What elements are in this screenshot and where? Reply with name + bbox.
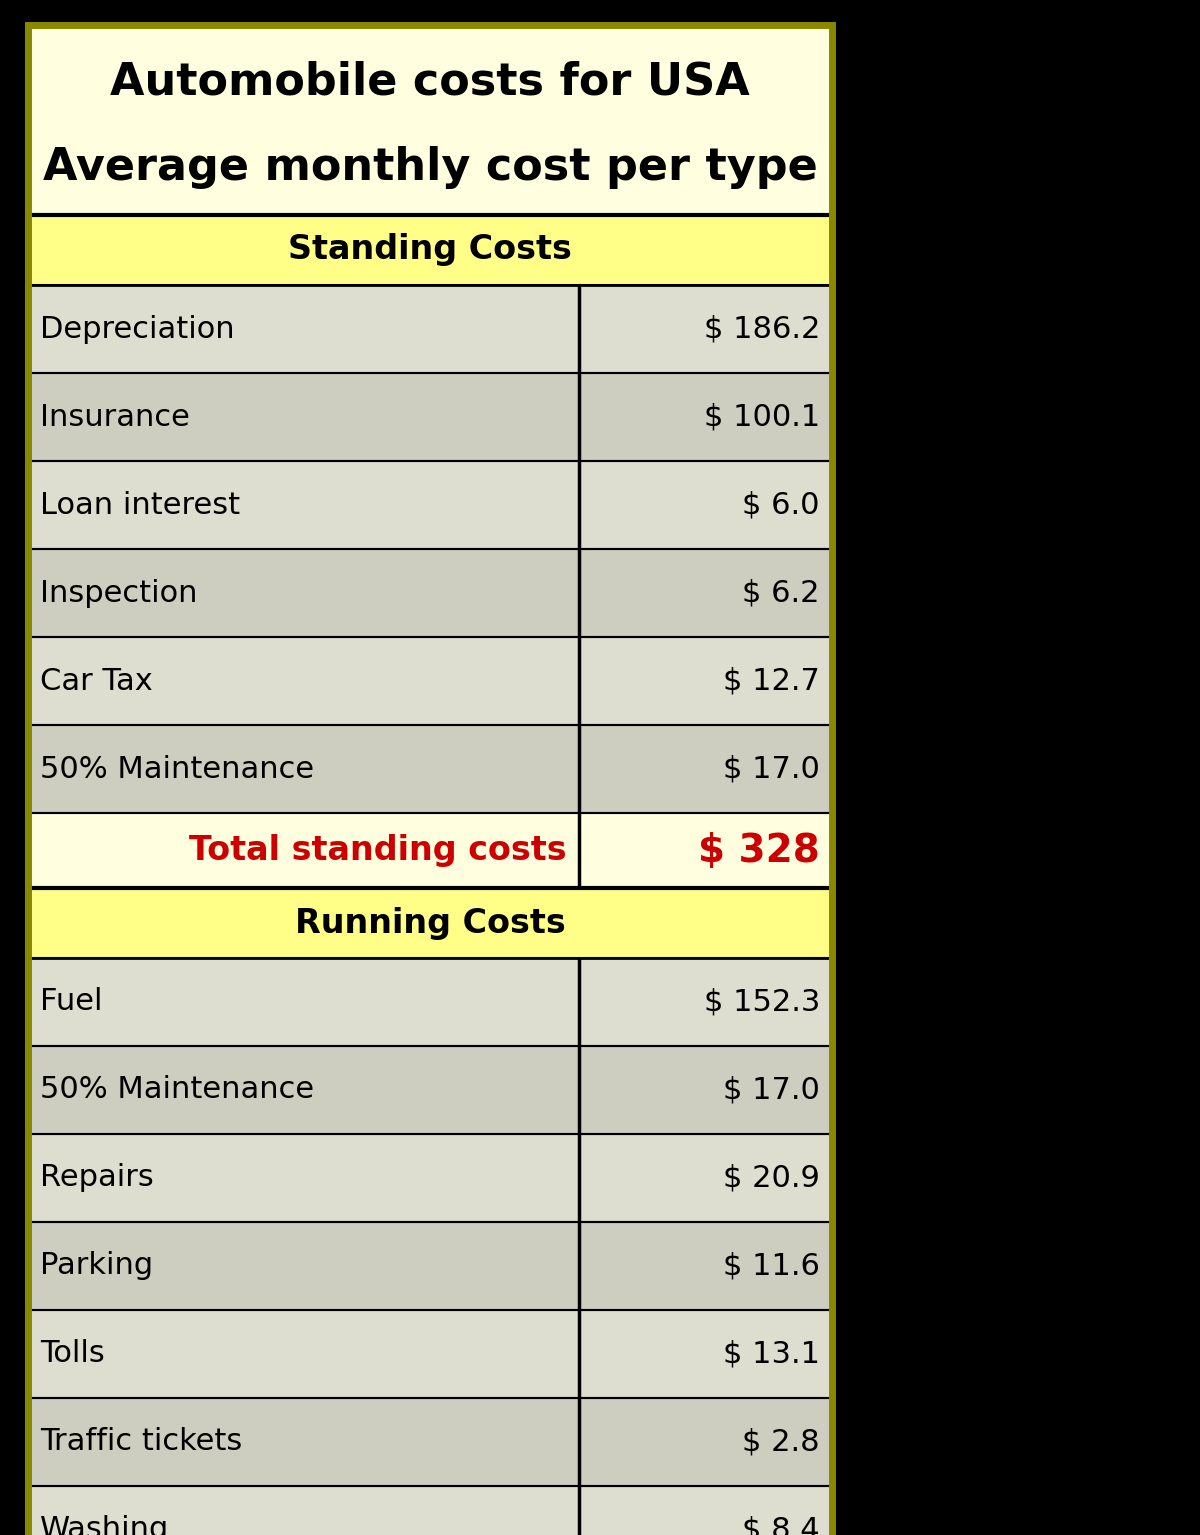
Bar (578, 1486, 832, 1535)
Bar (28, 1045, 578, 1134)
Text: $ 17.0: $ 17.0 (724, 755, 820, 783)
Text: Inspection: Inspection (40, 579, 198, 608)
Bar (28, 725, 578, 814)
Text: $ 17.0: $ 17.0 (724, 1076, 820, 1105)
Text: Repairs: Repairs (40, 1164, 154, 1193)
Text: $ 6.0: $ 6.0 (743, 491, 820, 519)
Text: Parking: Parking (40, 1251, 154, 1280)
Bar (28, 550, 578, 637)
Bar (578, 286, 832, 373)
Text: $ 2.8: $ 2.8 (743, 1428, 820, 1457)
Bar (28, 1398, 578, 1486)
Text: $ 11.6: $ 11.6 (724, 1251, 820, 1280)
Text: 50% Maintenance: 50% Maintenance (40, 1076, 314, 1105)
Bar (28, 460, 578, 550)
Text: Traffic tickets: Traffic tickets (40, 1428, 242, 1457)
Bar (28, 373, 578, 460)
Bar (578, 814, 832, 889)
Text: Washing: Washing (40, 1515, 169, 1535)
Text: $ 13.1: $ 13.1 (722, 1340, 820, 1369)
Text: $ 8.4: $ 8.4 (743, 1515, 820, 1535)
Bar (28, 25, 833, 1535)
Text: $ 186.2: $ 186.2 (703, 315, 820, 344)
Bar (578, 1045, 832, 1134)
Bar (578, 637, 832, 725)
Text: $ 152.3: $ 152.3 (703, 987, 820, 1016)
Bar (578, 1134, 832, 1222)
Bar (28, 286, 578, 373)
Text: $ 12.7: $ 12.7 (724, 666, 820, 695)
Bar (578, 550, 832, 637)
Text: Depreciation: Depreciation (40, 315, 235, 344)
Bar (578, 958, 832, 1045)
Bar (28, 1309, 578, 1398)
Text: Tolls: Tolls (40, 1340, 104, 1369)
Text: Standing Costs: Standing Costs (288, 233, 572, 267)
Bar (28, 25, 832, 1535)
Text: $ 100.1: $ 100.1 (703, 402, 820, 431)
Bar (578, 373, 832, 460)
Bar (28, 889, 832, 958)
Text: Average monthly cost per type: Average monthly cost per type (43, 146, 817, 189)
Bar (28, 1222, 578, 1309)
Text: Car Tax: Car Tax (40, 666, 152, 695)
Text: Automobile costs for USA: Automobile costs for USA (110, 60, 750, 103)
Text: 50% Maintenance: 50% Maintenance (40, 755, 314, 783)
Bar (28, 958, 578, 1045)
Bar (578, 1398, 832, 1486)
Bar (28, 25, 832, 1535)
Text: Loan interest: Loan interest (40, 491, 240, 519)
Text: $ 20.9: $ 20.9 (724, 1164, 820, 1193)
Text: Insurance: Insurance (40, 402, 190, 431)
Text: Total standing costs: Total standing costs (190, 834, 566, 867)
Bar (28, 215, 832, 286)
Text: Fuel: Fuel (40, 987, 102, 1016)
Bar (28, 814, 578, 889)
Text: $ 328: $ 328 (698, 832, 820, 869)
Bar (578, 1309, 832, 1398)
Bar (28, 1486, 578, 1535)
Text: $ 6.2: $ 6.2 (743, 579, 820, 608)
Bar (578, 1222, 832, 1309)
Bar (28, 1134, 578, 1222)
Bar (28, 25, 832, 215)
Bar (578, 460, 832, 550)
Text: Running Costs: Running Costs (295, 907, 565, 939)
Bar (578, 725, 832, 814)
Bar (28, 637, 578, 725)
